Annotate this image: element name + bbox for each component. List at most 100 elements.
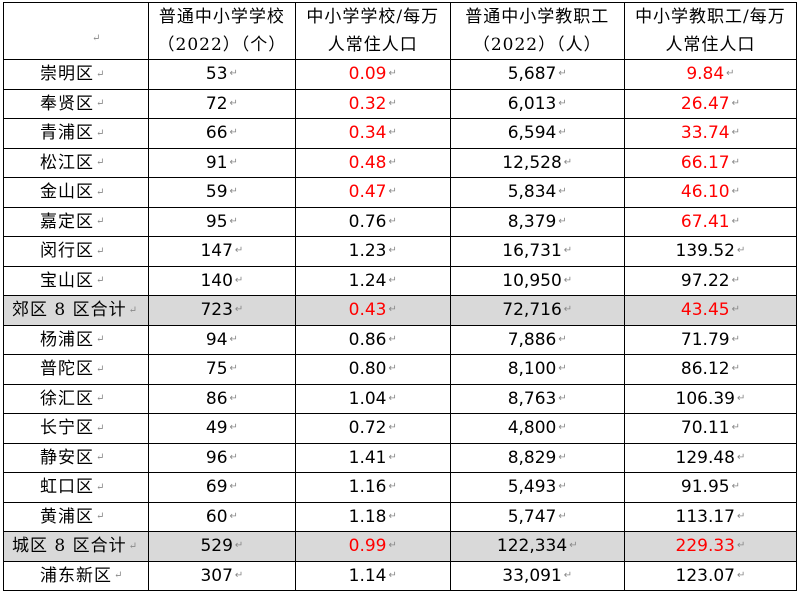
schools-cell: 723 ↵: [147, 295, 296, 326]
district-name-text: 虹口区: [40, 477, 94, 497]
schools-text: 147: [200, 241, 233, 262]
district-name-text: 杨浦区: [40, 329, 94, 350]
schools-text: 94: [205, 329, 228, 350]
staff-per-10k-text: 67.41: [680, 211, 730, 232]
staff-per-10k-text: 66.17: [680, 152, 730, 173]
paragraph-mark-icon: ↵: [388, 333, 397, 345]
summary-row: 城区 8 区合计 ↵ 529 ↵ 0.99 ↵ 122,334 ↵ 229.33 ↵: [3, 531, 798, 562]
district-name-text: 城区 8 区合计: [12, 536, 127, 556]
table-header: ↵ 普通中小学学校（2022）（个） 中小学学校/每万人常住人口 普通中小学教职…: [3, 2, 798, 60]
paragraph-mark-icon: ↵: [229, 97, 238, 109]
header-row: ↵ 普通中小学学校（2022）（个） 中小学学校/每万人常住人口 普通中小学教职…: [3, 2, 798, 60]
table-row: 普陀区 ↵ 75 ↵ 0.80 ↵ 8,100 ↵ 86.12 ↵: [3, 354, 798, 385]
paragraph-mark-icon: ↵: [96, 393, 106, 404]
paragraph-mark-icon: ↵: [229, 68, 238, 80]
staff-per-10k-cell: 26.47 ↵: [623, 88, 798, 119]
staff-text: 10,950: [502, 270, 562, 291]
schools-text: 307: [200, 565, 233, 586]
district-name-text: 浦东新区: [40, 565, 112, 586]
paragraph-mark-icon: ↵: [388, 540, 397, 552]
staff-per-10k-cell: 66.17 ↵: [623, 147, 798, 178]
district-name-text: 嘉定区: [40, 211, 94, 232]
staff-text: 16,731: [502, 241, 562, 262]
district-name-text: 郊区 8 区合计: [12, 300, 127, 320]
staff-per-10k-text: 86.12: [680, 359, 730, 380]
schools-text: 49: [205, 418, 228, 439]
schools-per-10k-text: 0.76: [348, 211, 387, 232]
schools-per-10k-cell: 1.18 ↵: [294, 501, 451, 532]
table-wrapper: ↵ 普通中小学学校（2022）（个） 中小学学校/每万人常住人口 普通中小学教职…: [3, 2, 798, 591]
schools-per-10k-cell: 0.09 ↵: [294, 59, 451, 90]
district-name-text: 闵行区: [40, 241, 94, 261]
paragraph-mark-icon: ↵: [234, 304, 244, 316]
table-row: 浦东新区 ↵ 307 ↵ 1.14 ↵ 33,091 ↵ 123.07 ↵: [3, 560, 798, 591]
schools-per-10k-cell: 0.80 ↵: [294, 354, 451, 385]
schools-per-10k-text: 0.34: [348, 123, 387, 144]
schools-cell: 75 ↵: [147, 354, 296, 385]
paragraph-mark-icon: ↵: [563, 304, 573, 316]
paragraph-mark-icon: ↵: [229, 481, 238, 493]
paragraph-mark-icon: ↵: [558, 510, 567, 522]
district-name-cell: 静安区 ↵: [3, 442, 149, 473]
paragraph-mark-icon: ↵: [229, 215, 238, 227]
staff-cell: 16,731 ↵: [449, 236, 625, 267]
staff-cell: 8,763 ↵: [449, 383, 625, 414]
staff-per-10k-cell: 86.12 ↵: [623, 354, 798, 385]
schools-per-10k-text: 1.23: [348, 241, 387, 262]
schools-per-10k-cell: 1.04 ↵: [294, 383, 451, 414]
schools-per-10k-text: 1.18: [348, 506, 387, 527]
schools-per-10k-text: 0.86: [348, 329, 387, 350]
staff-cell: 8,100 ↵: [449, 354, 625, 385]
district-name-cell: 黄浦区 ↵: [3, 501, 149, 532]
district-name-cell: 虹口区 ↵: [3, 472, 149, 503]
paragraph-mark-icon: ↵: [388, 510, 397, 522]
schools-cell: 147 ↵: [147, 236, 296, 267]
paragraph-mark-icon: ↵: [388, 186, 397, 198]
district-name-text: 青浦区: [40, 123, 94, 143]
staff-cell: 5,834 ↵: [449, 177, 625, 208]
schools-per-10k-text: 0.32: [348, 93, 387, 114]
paragraph-mark-icon: ↵: [731, 422, 740, 434]
district-name-text: 金山区: [40, 182, 94, 202]
district-name-text: 宝山区: [40, 270, 94, 291]
staff-cell: 122,334 ↵: [449, 531, 625, 562]
schools-per-10k-cell: 1.23 ↵: [294, 236, 451, 267]
paragraph-mark-icon: ↵: [558, 215, 567, 227]
staff-text: 5,687: [507, 64, 557, 85]
staff-cell: 5,687 ↵: [449, 59, 625, 90]
staff-per-10k-cell: 97.22 ↵: [623, 265, 798, 296]
paragraph-mark-icon: ↵: [558, 68, 567, 80]
paragraph-mark-icon: ↵: [388, 304, 397, 316]
education-stats-table: ↵ 普通中小学学校（2022）（个） 中小学学校/每万人常住人口 普通中小学教职…: [3, 2, 798, 591]
district-name-text: 松江区: [40, 152, 94, 173]
staff-per-10k-cell: 139.52 ↵: [623, 236, 798, 267]
paragraph-mark-icon: ↵: [96, 334, 106, 345]
staff-per-10k-text: 26.47: [680, 93, 730, 114]
schools-per-10k-text: 1.14: [348, 565, 387, 586]
paragraph-mark-icon: ↵: [388, 451, 397, 463]
paragraph-mark-icon: ↵: [229, 363, 238, 375]
staff-text: 8,829: [507, 447, 557, 468]
staff-per-10k-text: 129.48: [675, 447, 735, 468]
table-row: 闵行区 ↵ 147 ↵ 1.23 ↵ 16,731 ↵ 139.52 ↵: [3, 236, 798, 267]
header-district: ↵: [3, 2, 149, 60]
schools-cell: 96 ↵: [147, 442, 296, 473]
schools-text: 53: [205, 64, 228, 85]
schools-per-10k-cell: 0.99 ↵: [294, 531, 451, 562]
district-name-cell: 城区 8 区合计 ↵: [3, 531, 149, 562]
schools-cell: 69 ↵: [147, 472, 296, 503]
schools-per-10k-text: 0.47: [348, 182, 387, 203]
schools-per-10k-cell: 0.48 ↵: [294, 147, 451, 178]
paragraph-mark-icon: ↵: [731, 186, 740, 198]
header-schools: 普通中小学学校（2022）（个）: [147, 2, 296, 60]
schools-cell: 60 ↵: [147, 501, 296, 532]
paragraph-mark-icon: ↵: [731, 215, 740, 227]
district-name-cell: 崇明区 ↵: [3, 59, 149, 90]
district-name-cell: 松江区 ↵: [3, 147, 149, 178]
staff-cell: 10,950 ↵: [449, 265, 625, 296]
staff-per-10k-text: 139.52: [675, 241, 735, 262]
staff-per-10k-cell: 71.79 ↵: [623, 324, 798, 355]
table-row: 杨浦区 ↵ 94 ↵ 0.86 ↵ 7,886 ↵ 71.79 ↵: [3, 324, 798, 355]
schools-cell: 72 ↵: [147, 88, 296, 119]
paragraph-mark-icon: ↵: [726, 68, 735, 80]
